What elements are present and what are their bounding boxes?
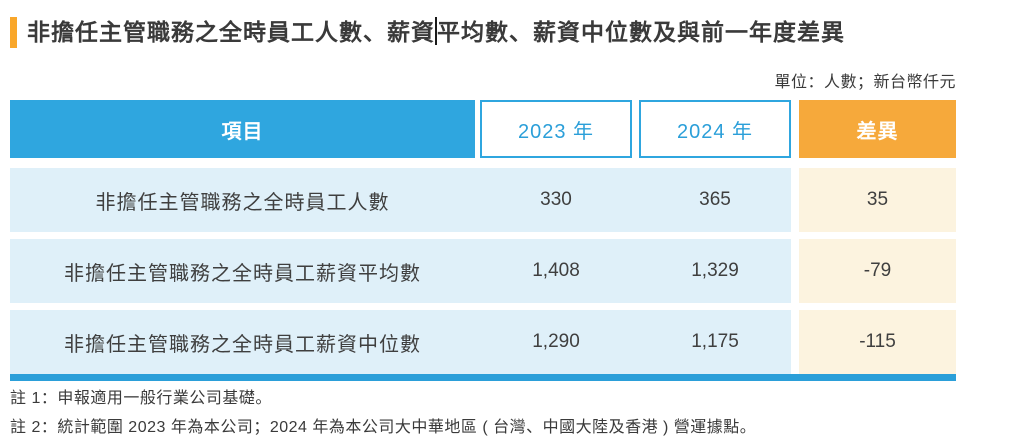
cell-spacer bbox=[475, 239, 480, 303]
row-2023-value: 330 bbox=[480, 168, 632, 232]
table-header-row: 項目 2023 年 2024 年 差異 bbox=[10, 100, 956, 158]
footnotes: 註 1：申報適用一般行業公司基礎。 註 2：統計範圍 2023 年為本公司；20… bbox=[10, 384, 756, 442]
row-item-label: 非擔任主管職務之全時員工薪資中位數 bbox=[10, 310, 475, 374]
cell-spacer bbox=[632, 310, 639, 374]
table-row: 非擔任主管職務之全時員工人數 330 365 35 bbox=[10, 168, 956, 232]
cell-spacer bbox=[632, 239, 639, 303]
header-gap bbox=[632, 100, 639, 158]
footnote-2: 註 2：統計範圍 2023 年為本公司；2024 年為本公司大中華地區 ( 台灣… bbox=[10, 419, 757, 436]
salary-table: 項目 2023 年 2024 年 差異 非擔任主管職務之全時員工人數 330 3… bbox=[10, 100, 956, 381]
unit-label: 單位：人數；新台幣仟元 bbox=[774, 74, 956, 91]
page-title-part1: 非擔任主管職務之全時員工人數、薪資 bbox=[27, 19, 435, 45]
page-title: 非擔任主管職務之全時員工人數、薪資平均數、薪資中位數及與前一年度差異 bbox=[27, 13, 845, 51]
row-diff-value: -115 bbox=[799, 310, 956, 374]
cell-gap bbox=[791, 310, 799, 374]
row-diff-value: -79 bbox=[799, 239, 956, 303]
row-2024-value: 365 bbox=[639, 168, 791, 232]
page-title-part2: 平均數、薪資中位數及與前一年度差異 bbox=[437, 19, 845, 45]
row-diff-value: 35 bbox=[799, 168, 956, 232]
column-header-2024: 2024 年 bbox=[639, 100, 791, 158]
cell-gap bbox=[791, 239, 799, 303]
cell-spacer bbox=[475, 310, 480, 374]
column-header-2023: 2023 年 bbox=[480, 100, 632, 158]
table-row: 非擔任主管職務之全時員工薪資平均數 1,408 1,329 -79 bbox=[10, 239, 956, 303]
row-2024-value: 1,175 bbox=[639, 310, 791, 374]
text-cursor-caret bbox=[435, 17, 437, 45]
table-bottom-rule bbox=[10, 374, 956, 381]
cell-spacer bbox=[632, 168, 639, 232]
row-2023-value: 1,290 bbox=[480, 310, 632, 374]
table-row: 非擔任主管職務之全時員工薪資中位數 1,290 1,175 -115 bbox=[10, 310, 956, 374]
row-item-label: 非擔任主管職務之全時員工薪資平均數 bbox=[10, 239, 475, 303]
title-accent-bar bbox=[10, 17, 17, 48]
row-2023-value: 1,408 bbox=[480, 239, 632, 303]
column-header-diff: 差異 bbox=[799, 100, 956, 158]
page-header: 非擔任主管職務之全時員工人數、薪資平均數、薪資中位數及與前一年度差異 bbox=[10, 13, 845, 51]
footnote-1: 註 1：申報適用一般行業公司基礎。 bbox=[10, 390, 272, 407]
row-2024-value: 1,329 bbox=[639, 239, 791, 303]
cell-spacer bbox=[475, 168, 480, 232]
column-header-item: 項目 bbox=[10, 100, 475, 158]
cell-gap bbox=[791, 168, 799, 232]
row-item-label: 非擔任主管職務之全時員工人數 bbox=[10, 168, 475, 232]
header-gap bbox=[791, 100, 799, 158]
